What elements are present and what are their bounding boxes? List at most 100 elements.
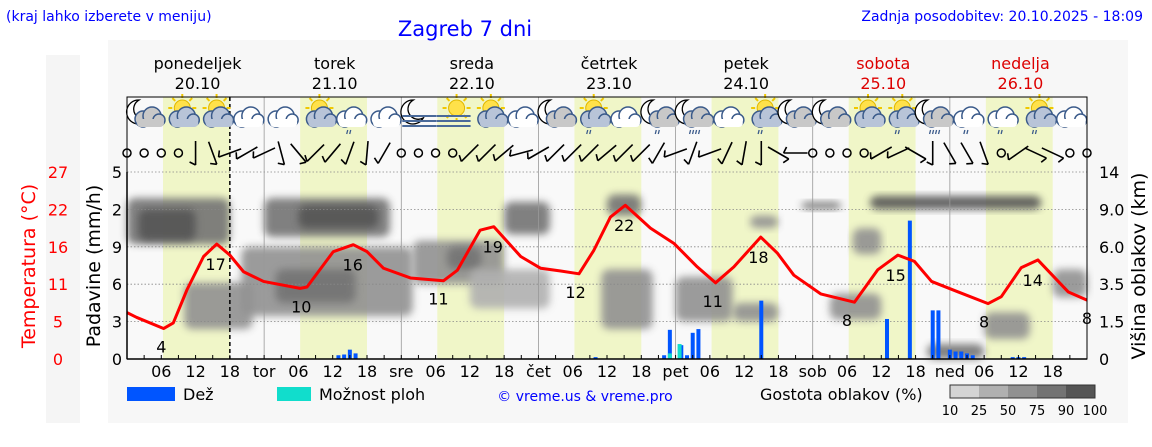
page-title: Zagreb 7 dni bbox=[398, 17, 532, 41]
sun-fog-icon bbox=[436, 94, 471, 127]
showers-bar bbox=[667, 353, 672, 359]
sun-ray bbox=[1028, 97, 1034, 102]
rain-bar bbox=[907, 220, 912, 359]
wind-shaft bbox=[365, 140, 369, 166]
wind-feather bbox=[966, 162, 974, 165]
x-tick-label: čet bbox=[526, 362, 551, 381]
x-tick-label: 06 bbox=[563, 362, 583, 381]
rain-bar bbox=[342, 354, 347, 359]
rain-bar bbox=[936, 310, 941, 359]
legend: Dež Možnost ploh © vreme.us & vreme.pro … bbox=[127, 384, 1108, 419]
wind-barb-icon bbox=[782, 146, 808, 154]
wind-barb-icon bbox=[904, 146, 927, 164]
wind-shaft bbox=[277, 141, 286, 165]
rain-bar bbox=[959, 351, 964, 359]
temperature-label-min: 8 bbox=[979, 313, 989, 332]
rain-bar bbox=[953, 351, 958, 359]
cloud-shape bbox=[1028, 119, 1056, 127]
cloud-layer bbox=[852, 228, 882, 255]
day-date: 25.10 bbox=[860, 74, 906, 93]
wind-barb-icon bbox=[717, 141, 733, 165]
temperature-label-min: 12 bbox=[565, 283, 585, 302]
wind-feather bbox=[717, 158, 723, 165]
region-hint[interactable]: (kraj lahko izberete v meniju) bbox=[6, 9, 212, 25]
cloud-layer bbox=[184, 282, 253, 330]
x-tick-label: 18 bbox=[905, 362, 925, 381]
day-name: nedelja bbox=[991, 54, 1050, 73]
rain-bar bbox=[1010, 357, 1015, 359]
cloudy-icon bbox=[1055, 106, 1088, 128]
temperature-label-max: 15 bbox=[885, 266, 905, 285]
temperature-label-min: 10 bbox=[291, 297, 311, 316]
cloud-shape bbox=[137, 119, 164, 127]
wind-barb-icon bbox=[869, 146, 893, 160]
wind-barb-icon bbox=[544, 143, 565, 163]
weather-icons bbox=[125, 94, 1088, 135]
x-tick-label: sob bbox=[799, 362, 827, 381]
rain-drop bbox=[688, 129, 692, 135]
wind-feather bbox=[544, 154, 548, 162]
sun-cloud-light-rain-icon bbox=[1025, 94, 1058, 135]
temperature-label-min: 8 bbox=[842, 311, 852, 330]
wind-barb-icon bbox=[886, 147, 910, 159]
x-tick-label: 18 bbox=[1043, 362, 1063, 381]
cloud-scale-swatch bbox=[950, 385, 979, 398]
cloudy-icon bbox=[267, 106, 299, 128]
rain-bar bbox=[970, 355, 975, 359]
cloud-shape bbox=[990, 119, 1018, 127]
wind-shaft bbox=[904, 146, 927, 160]
day-date: 20.10 bbox=[175, 74, 221, 93]
temperature-tick-label: 22 bbox=[48, 200, 68, 219]
sun-ray bbox=[874, 97, 879, 102]
grid-lines bbox=[127, 97, 1087, 359]
copyright-link[interactable]: © vreme.us & vreme.pro bbox=[497, 389, 672, 405]
wind-feather bbox=[869, 152, 872, 160]
sun-shape bbox=[448, 99, 466, 117]
precipitation-tick-label: 0 bbox=[112, 350, 122, 369]
wind-barb-icon bbox=[1041, 147, 1065, 163]
temperature-label-max: 19 bbox=[483, 238, 503, 257]
cloud-scale-frame bbox=[949, 384, 1096, 399]
rain-bar bbox=[685, 355, 689, 359]
x-tick-label: 18 bbox=[631, 362, 651, 381]
cloud-scale-label: 100 bbox=[1083, 404, 1108, 419]
temperature-tick-label: 27 bbox=[48, 163, 68, 182]
rain-drop bbox=[894, 129, 897, 135]
rain-bar bbox=[947, 349, 952, 359]
legend-rain-label: Dež bbox=[183, 385, 214, 404]
precipitation-tick-label: 5 bbox=[112, 163, 122, 182]
wind-feather bbox=[683, 158, 690, 165]
cloudy-icon bbox=[370, 106, 402, 128]
wind-shaft bbox=[943, 142, 957, 164]
wind-feather bbox=[458, 154, 463, 162]
rain-drop bbox=[963, 129, 966, 135]
rain-bar bbox=[347, 349, 352, 359]
cloud-height-tick-label: 3.5 bbox=[1099, 275, 1124, 294]
wind-feather bbox=[612, 154, 617, 162]
wind-barb-icon bbox=[578, 143, 599, 163]
wind-barb-icon bbox=[663, 148, 688, 158]
x-tick-label: 06 bbox=[974, 362, 994, 381]
showers-bar bbox=[677, 344, 682, 359]
cloudy-icon bbox=[713, 106, 745, 128]
precipitation-tick-label: 2 bbox=[112, 200, 122, 219]
cloud-shape bbox=[822, 119, 850, 127]
day-name: ponedeljek bbox=[154, 54, 243, 73]
day-date: 22.10 bbox=[449, 74, 495, 93]
wind-shaft bbox=[509, 149, 534, 157]
wind-shaft bbox=[698, 148, 722, 158]
sun-ray bbox=[205, 97, 211, 102]
cloud-light-rain-icon bbox=[953, 106, 985, 135]
wind-barb-icon bbox=[189, 141, 197, 166]
temperature-label-max: 16 bbox=[343, 256, 363, 275]
wind-feather bbox=[782, 146, 788, 154]
sun-ray bbox=[891, 97, 896, 102]
day-name: sreda bbox=[450, 54, 494, 73]
wind-barb-icon bbox=[595, 144, 617, 162]
wind-barb-icon bbox=[526, 146, 550, 160]
wind-feather bbox=[299, 161, 307, 165]
cloud-shape bbox=[510, 119, 538, 127]
wind-feather bbox=[340, 158, 347, 165]
wind-barbs bbox=[122, 140, 1092, 166]
cloud-layer bbox=[675, 276, 733, 322]
